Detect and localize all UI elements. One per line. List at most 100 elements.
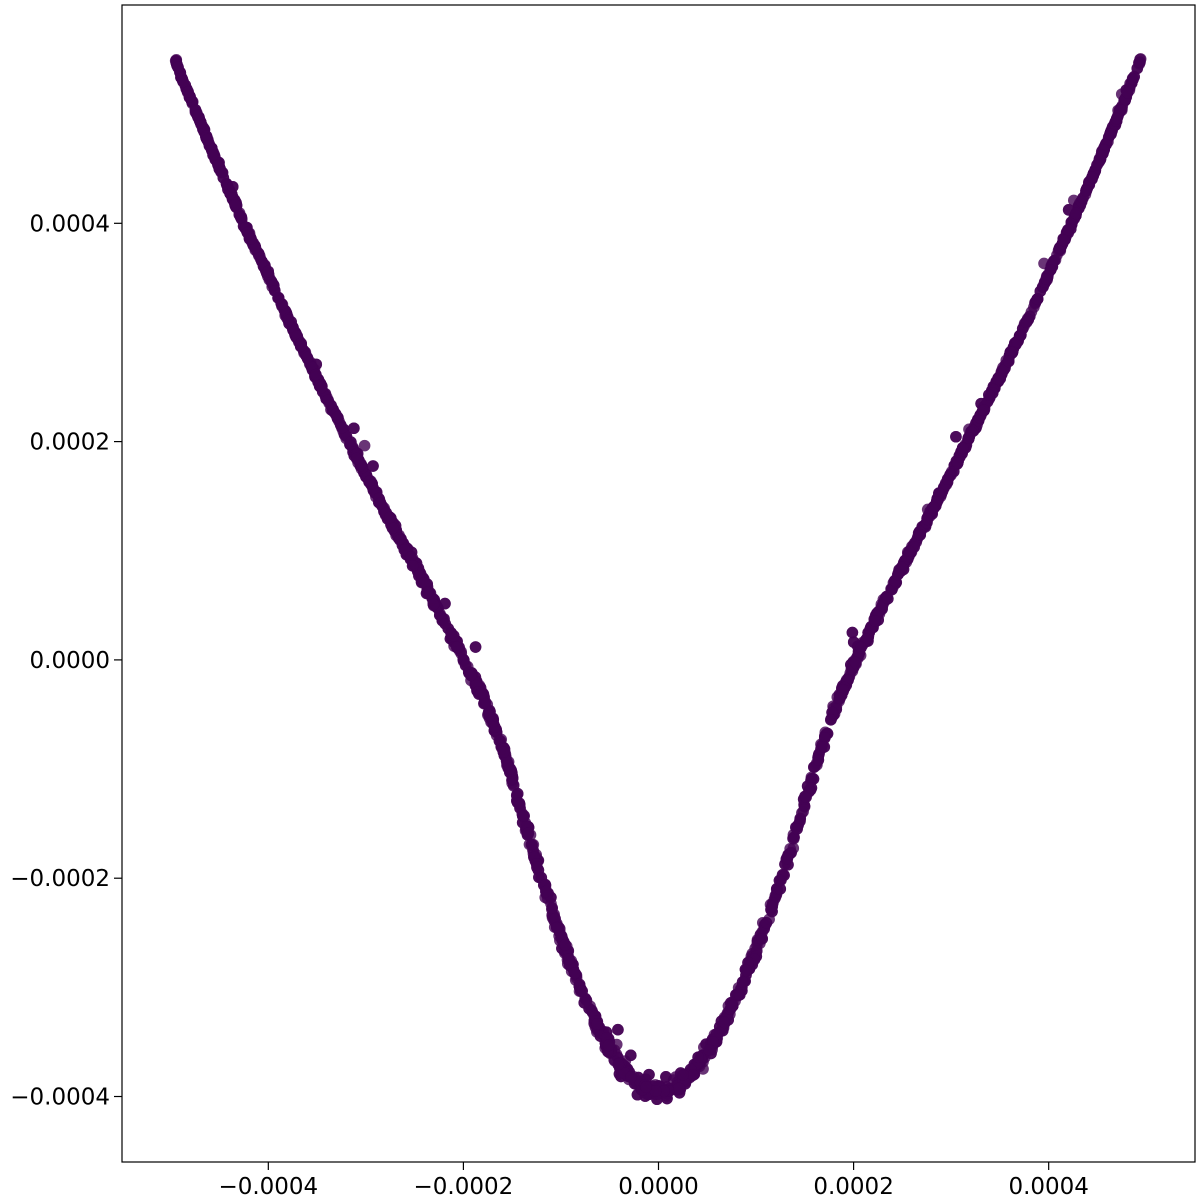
scatter-point [367, 460, 379, 472]
scatter-point [818, 741, 831, 753]
scatter-point [726, 999, 739, 1012]
scatter-point [549, 912, 561, 925]
scatter-point [921, 513, 934, 526]
scatter-point [602, 1039, 615, 1052]
scatter-point [1057, 234, 1070, 247]
y-tick-label: −0.0002 [10, 866, 110, 892]
scatter-point [951, 457, 964, 469]
scatter-point [451, 641, 463, 654]
scatter-point [692, 1051, 704, 1064]
scatter-point [660, 1071, 672, 1083]
scatter-point [591, 1018, 603, 1030]
scatter-point [282, 314, 295, 327]
scatter-point [475, 687, 487, 700]
scatter-point [531, 861, 543, 874]
scatter-point [358, 439, 371, 452]
scatter-point [201, 133, 213, 146]
scatter-point [1040, 273, 1053, 285]
scatter-point [551, 921, 563, 934]
scatter-point [740, 964, 752, 977]
x-tick-label: −0.0002 [414, 1174, 514, 1200]
scatter-point [1134, 56, 1146, 68]
y-tick-label: 0.0004 [30, 211, 110, 237]
scatter-point [818, 732, 831, 744]
scatter-point [234, 211, 247, 224]
scatter-point [774, 883, 787, 895]
scatter-point [927, 501, 939, 514]
scatter-point [855, 641, 867, 654]
scatter-point [983, 389, 995, 401]
scatter-point [643, 1068, 655, 1081]
scatter-point [310, 368, 322, 381]
scatter-point [612, 1058, 625, 1071]
scatter-point [956, 442, 969, 455]
scatter-point [511, 787, 524, 800]
scatter-point [216, 166, 229, 179]
scatter-point [513, 797, 526, 809]
scatter-point [640, 1081, 652, 1093]
scatter-point [404, 551, 417, 563]
scatter-point [677, 1069, 689, 1081]
scatter-point [406, 560, 419, 572]
scatter-point [941, 473, 954, 485]
scatter-point [504, 762, 517, 775]
scatter-point [191, 109, 204, 121]
scatter-point [350, 452, 363, 465]
scatter-point [177, 75, 189, 88]
scatter-point [172, 61, 184, 74]
scatter-point [950, 430, 962, 443]
plot-frame [121, 4, 1196, 1163]
scatter-point [997, 364, 1010, 376]
scatter-point [962, 432, 975, 444]
scatter-point [207, 149, 219, 161]
scatter-point [546, 902, 558, 914]
scatter-point [849, 656, 862, 669]
scatter-point [245, 233, 257, 245]
scatter-point [418, 577, 431, 589]
y-tick-label: −0.0004 [10, 1085, 110, 1111]
scatter-point [1080, 185, 1093, 197]
scatter-point [687, 1069, 699, 1081]
scatter-point [576, 985, 588, 997]
scatter-point [562, 953, 575, 965]
scatter-point [386, 522, 399, 534]
scatter-point [540, 885, 552, 898]
scatter-point [1002, 355, 1015, 368]
scatter-point [384, 511, 396, 524]
scatter-point [882, 592, 894, 605]
scatter-point [229, 199, 241, 211]
scatter-point [703, 1044, 716, 1056]
scatter-point [892, 568, 904, 581]
scatter-point [559, 939, 572, 951]
y-axis: −0.0004 −0.0002 0.0000 0.0002 0.0004 [10, 211, 122, 1111]
scatter-point [760, 917, 773, 929]
y-tick-label: 0.0002 [30, 430, 110, 456]
scatter-point [812, 754, 825, 766]
scatter-point [718, 1016, 731, 1029]
scatter-point [1048, 254, 1061, 267]
scatter-point [800, 791, 812, 803]
scatter-point [612, 1023, 624, 1036]
scatter-point [483, 710, 496, 722]
scatter-point [846, 626, 859, 639]
scatter-point [1062, 224, 1074, 236]
scatter-point [977, 404, 990, 416]
scatter-point [315, 381, 328, 394]
scatter-point [773, 874, 786, 887]
scatter-point [992, 372, 1004, 385]
scatter-point [756, 932, 769, 945]
scatter-point [903, 545, 916, 557]
scatter-point [348, 422, 360, 435]
scatter-point [578, 996, 591, 1009]
scatter-point [262, 265, 275, 278]
scatter-point [439, 597, 451, 610]
x-tick-label: 0.0000 [618, 1174, 698, 1200]
scatter-point [1086, 171, 1098, 184]
scatter-point [301, 351, 314, 364]
scatter-point [269, 285, 281, 297]
scatter-point [624, 1049, 637, 1062]
scatter-point [488, 721, 501, 733]
scatter-point [568, 967, 581, 979]
scatter-point [331, 411, 344, 424]
